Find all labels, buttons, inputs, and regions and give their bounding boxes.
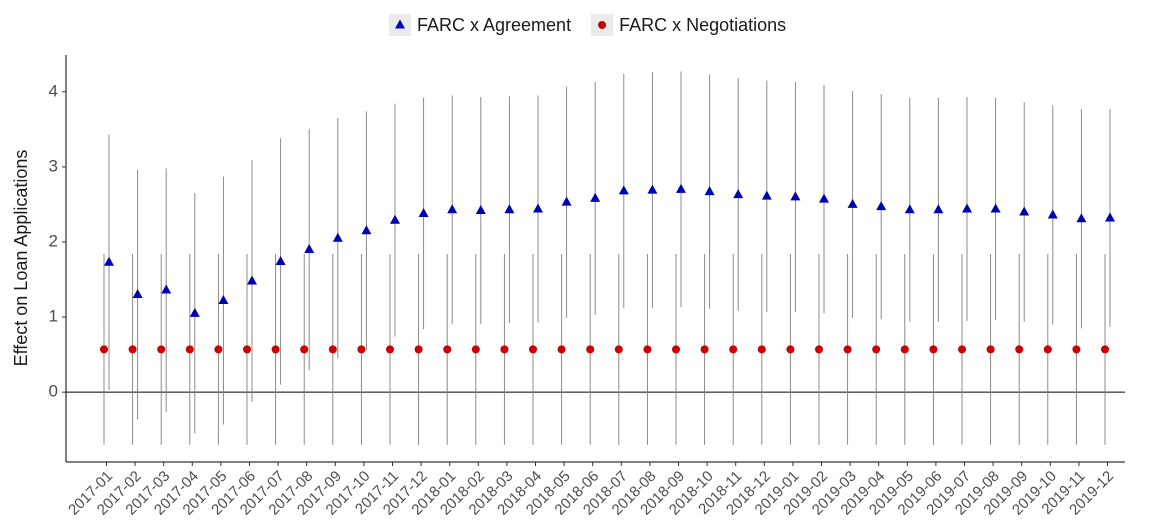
point: [958, 345, 966, 354]
point: [598, 21, 607, 29]
point: [533, 203, 543, 213]
point: [933, 204, 944, 214]
y-tick-label: 0: [49, 382, 58, 401]
point: [529, 345, 537, 354]
point: [386, 345, 394, 354]
point: [1019, 206, 1030, 216]
point: [271, 345, 280, 354]
point: [1043, 345, 1052, 354]
point: [328, 345, 337, 354]
point: [1105, 212, 1115, 222]
point: [357, 345, 366, 354]
point: [904, 204, 915, 214]
point: [1101, 345, 1109, 354]
point: [500, 345, 509, 354]
point: [104, 256, 114, 266]
point: [761, 190, 772, 200]
point: [786, 345, 795, 354]
point: [390, 214, 400, 224]
point: [843, 345, 852, 354]
point: [986, 345, 995, 354]
legend-label: FARC x Agreement: [417, 15, 571, 35]
point: [590, 192, 601, 202]
point: [361, 225, 372, 235]
point: [447, 204, 458, 214]
point: [395, 19, 405, 29]
point: [161, 284, 172, 294]
point: [475, 204, 486, 214]
point: [414, 345, 423, 354]
point: [962, 203, 972, 213]
point: [275, 256, 286, 266]
y-tick-label: 1: [49, 307, 58, 326]
point: [1076, 213, 1087, 223]
point: [676, 183, 686, 193]
legend-label: FARC x Negotiations: [619, 15, 786, 35]
point: [647, 184, 658, 194]
point: [214, 345, 223, 354]
point: [300, 345, 309, 354]
y-tick-label: 3: [49, 156, 58, 175]
point: [185, 345, 194, 354]
point: [729, 345, 738, 354]
point: [847, 198, 858, 208]
point: [614, 345, 623, 354]
point: [132, 289, 143, 299]
point: [557, 345, 566, 354]
point: [672, 345, 680, 354]
point: [504, 204, 515, 214]
point: [586, 345, 595, 354]
point: [218, 295, 229, 305]
point: [1015, 345, 1024, 354]
point: [990, 203, 1001, 213]
point: [757, 345, 766, 354]
point: [790, 191, 801, 201]
point: [243, 345, 251, 354]
point: [876, 201, 887, 211]
point: [128, 345, 137, 354]
point: [304, 243, 315, 253]
point: [704, 186, 715, 196]
point: [733, 189, 744, 199]
point: [700, 345, 709, 354]
point: [929, 345, 938, 354]
point: [418, 207, 429, 217]
point: [872, 345, 881, 354]
y-tick-label: 2: [49, 231, 58, 250]
point: [900, 345, 909, 354]
point: [618, 185, 629, 195]
point: [643, 345, 652, 354]
point: [189, 307, 200, 317]
point: [332, 232, 343, 242]
point: [157, 345, 166, 354]
point: [815, 345, 823, 354]
y-tick-label: 4: [49, 81, 58, 100]
point: [100, 345, 108, 354]
point: [471, 345, 480, 354]
point: [443, 345, 452, 354]
point: [819, 193, 829, 203]
point: [1072, 345, 1081, 354]
point: [561, 196, 572, 206]
point: [1047, 209, 1058, 219]
point: [247, 275, 257, 285]
y-axis-title: Effect on Loan Applications: [11, 150, 31, 367]
